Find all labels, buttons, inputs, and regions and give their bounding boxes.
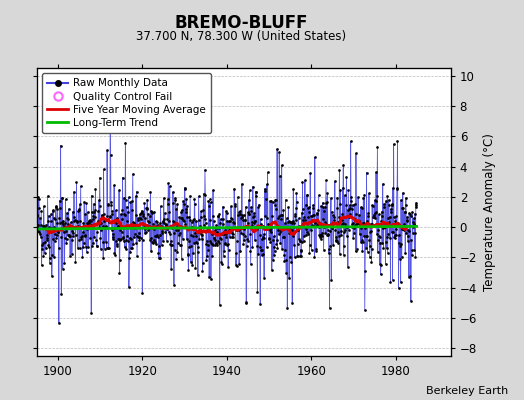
Text: BREMO-BLUFF: BREMO-BLUFF [174, 14, 308, 32]
Text: Berkeley Earth: Berkeley Earth [426, 386, 508, 396]
Text: 37.700 N, 78.300 W (United States): 37.700 N, 78.300 W (United States) [136, 30, 346, 43]
Legend: Raw Monthly Data, Quality Control Fail, Five Year Moving Average, Long-Term Tren: Raw Monthly Data, Quality Control Fail, … [42, 73, 211, 133]
Y-axis label: Temperature Anomaly (°C): Temperature Anomaly (°C) [483, 133, 496, 291]
